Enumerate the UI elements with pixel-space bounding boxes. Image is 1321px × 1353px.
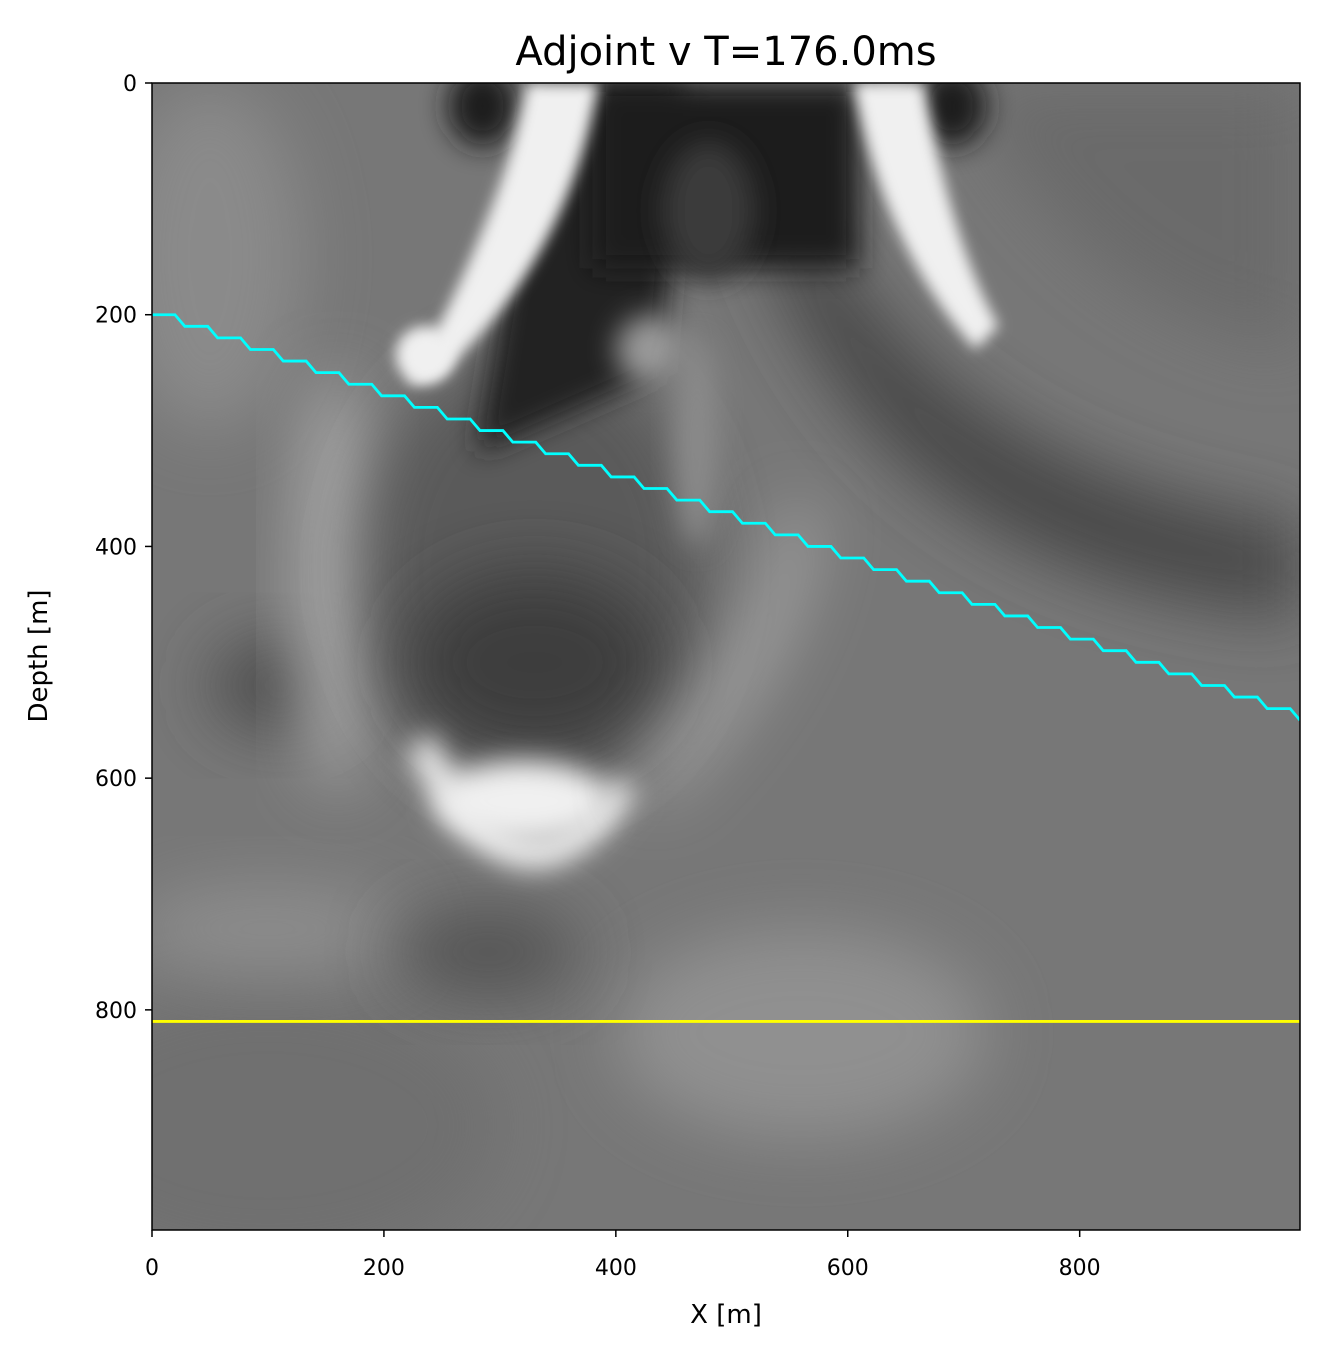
y-tick-label: 0 — [123, 72, 137, 97]
wavefield-feature — [152, 986, 500, 1230]
dipping-interface-line — [152, 315, 1300, 721]
x-tick-label: 400 — [595, 1256, 637, 1281]
y-tick-label: 200 — [95, 304, 137, 329]
wavefield-feature — [754, 152, 1300, 616]
x-tick-label: 800 — [1059, 1256, 1101, 1281]
wavefield-feature — [963, 83, 1300, 350]
wavefield-feature — [152, 882, 408, 976]
y-axis-label: Depth [m] — [24, 589, 54, 722]
wavefield-feature — [447, 83, 518, 147]
wavefield-feature — [407, 569, 663, 755]
wavefield-feature — [407, 731, 640, 869]
wavefield-feature — [296, 372, 379, 790]
wavefield-feature — [615, 314, 686, 385]
wavefield-feature — [673, 337, 721, 547]
wavefield-feature — [436, 760, 611, 842]
plot-frame — [151, 82, 1301, 1231]
chart-title: Adjoint v T=176.0ms — [515, 29, 936, 75]
wavefield-feature — [395, 905, 582, 999]
x-axis-label: X [m] — [690, 1300, 762, 1330]
heatmap-image — [152, 83, 1300, 1230]
wavefield-feature — [853, 83, 999, 350]
y-tick-label: 600 — [95, 767, 137, 792]
y-tick-label: 800 — [95, 999, 137, 1024]
wavefield-feature — [917, 83, 987, 147]
x-tick-label: 600 — [827, 1256, 869, 1281]
wavefield-feature — [152, 83, 303, 431]
y-tick-label: 400 — [95, 535, 137, 560]
wavefield-feature — [639, 500, 813, 802]
x-tick-label: 200 — [363, 1256, 405, 1281]
wavefield-feature — [407, 83, 599, 385]
wavefield-feature — [662, 140, 755, 280]
wavefield-feature — [615, 928, 987, 1138]
wavefield-feature — [395, 326, 454, 385]
x-tick-label: 0 — [145, 1256, 159, 1281]
